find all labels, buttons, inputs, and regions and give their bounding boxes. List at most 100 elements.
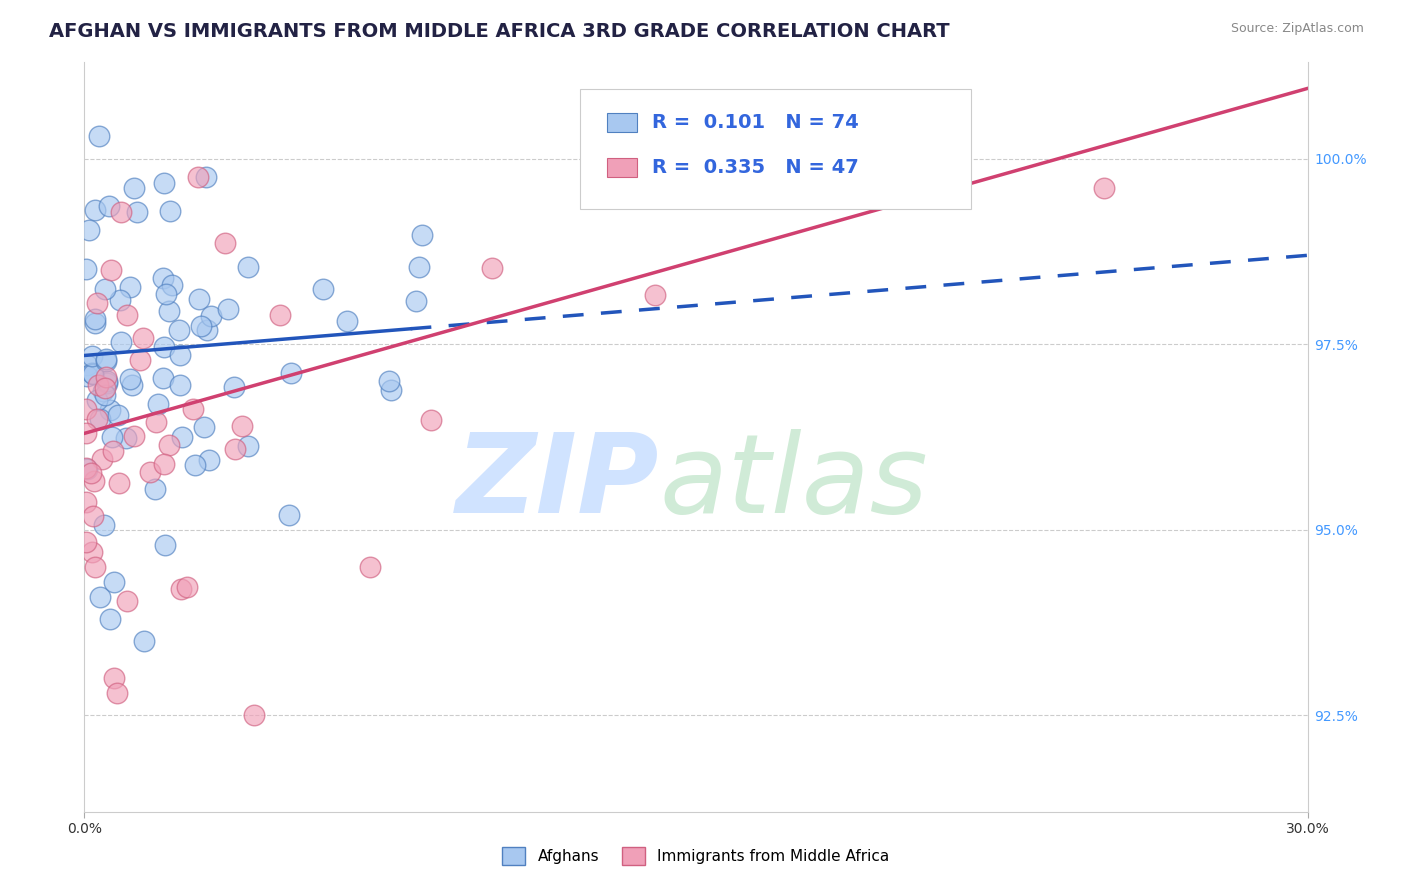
- Point: [96, 354, 118, 368]
- Point: [75, 262, 97, 277]
- Point: [172, 429, 194, 443]
- Point: [359, 560, 381, 574]
- Point: [82, 508, 104, 523]
- Point: [86, 296, 108, 310]
- Point: [94, 281, 117, 295]
- Point: [583, 180, 606, 194]
- Point: [107, 409, 129, 423]
- Point: [93, 518, 115, 533]
- Point: [117, 308, 139, 322]
- Point: [217, 301, 239, 316]
- Point: [169, 323, 191, 337]
- Point: [89, 412, 111, 426]
- Point: [408, 260, 430, 274]
- Point: [120, 372, 142, 386]
- Point: [96, 374, 118, 388]
- Point: [86, 378, 108, 392]
- Point: [132, 634, 155, 648]
- Point: [82, 367, 104, 381]
- Point: [110, 205, 132, 219]
- Point: [169, 582, 191, 596]
- Point: [132, 330, 155, 344]
- Point: [169, 378, 191, 392]
- Point: [76, 462, 98, 476]
- Point: [336, 314, 359, 328]
- Point: [236, 260, 259, 274]
- Point: [82, 367, 104, 381]
- Point: [236, 439, 259, 453]
- Point: [889, 125, 911, 139]
- Point: [94, 381, 117, 395]
- Point: [118, 280, 141, 294]
- Point: [122, 428, 145, 442]
- Point: [84, 316, 107, 330]
- Point: [105, 686, 128, 700]
- Point: [110, 293, 132, 307]
- Point: [380, 383, 402, 397]
- Bar: [606, 158, 637, 177]
- Point: [75, 461, 97, 475]
- Point: [152, 271, 174, 285]
- Point: [80, 466, 103, 480]
- Point: [169, 348, 191, 362]
- Point: [75, 425, 97, 440]
- Point: [83, 203, 105, 218]
- Point: [94, 352, 117, 367]
- Point: [110, 334, 132, 349]
- Point: [127, 205, 149, 219]
- Point: [96, 369, 118, 384]
- Point: [405, 293, 427, 308]
- Point: [312, 282, 335, 296]
- Point: [76, 368, 98, 383]
- Point: [145, 415, 167, 429]
- Point: [90, 452, 112, 467]
- Point: [91, 384, 114, 398]
- Point: [155, 287, 177, 301]
- Point: [75, 495, 97, 509]
- Point: [96, 376, 118, 390]
- Point: [75, 401, 97, 416]
- Point: [420, 413, 443, 427]
- Text: atlas: atlas: [659, 428, 928, 535]
- Point: [89, 590, 111, 604]
- Point: [153, 340, 176, 354]
- Legend: Afghans, Immigrants from Middle Africa: Afghans, Immigrants from Middle Africa: [496, 840, 896, 871]
- Point: [115, 431, 138, 445]
- Point: [198, 453, 221, 467]
- Point: [101, 444, 124, 458]
- Point: [160, 278, 183, 293]
- Point: [224, 442, 246, 456]
- Point: [277, 508, 299, 523]
- Point: [243, 708, 266, 723]
- Point: [83, 311, 105, 326]
- Point: [152, 371, 174, 385]
- Point: [190, 318, 212, 333]
- Point: [122, 180, 145, 194]
- Point: [195, 169, 218, 184]
- Point: [159, 203, 181, 218]
- Point: [214, 236, 236, 251]
- Point: [411, 227, 433, 242]
- Point: [184, 458, 207, 473]
- Point: [89, 129, 111, 144]
- Point: [176, 580, 198, 594]
- Point: [1092, 180, 1115, 194]
- Point: [157, 438, 180, 452]
- Point: [101, 429, 124, 443]
- Point: [80, 349, 103, 363]
- Point: [146, 397, 169, 411]
- Point: [197, 323, 219, 337]
- Point: [157, 303, 180, 318]
- Point: [75, 534, 97, 549]
- Point: [139, 465, 162, 479]
- Point: [84, 560, 107, 574]
- Point: [644, 288, 666, 302]
- Point: [378, 374, 401, 388]
- Point: [103, 574, 125, 589]
- Point: [153, 458, 176, 472]
- Text: R =  0.335   N = 47: R = 0.335 N = 47: [652, 158, 859, 177]
- Point: [143, 482, 166, 496]
- Point: [187, 292, 209, 306]
- Point: [100, 263, 122, 277]
- Point: [97, 199, 120, 213]
